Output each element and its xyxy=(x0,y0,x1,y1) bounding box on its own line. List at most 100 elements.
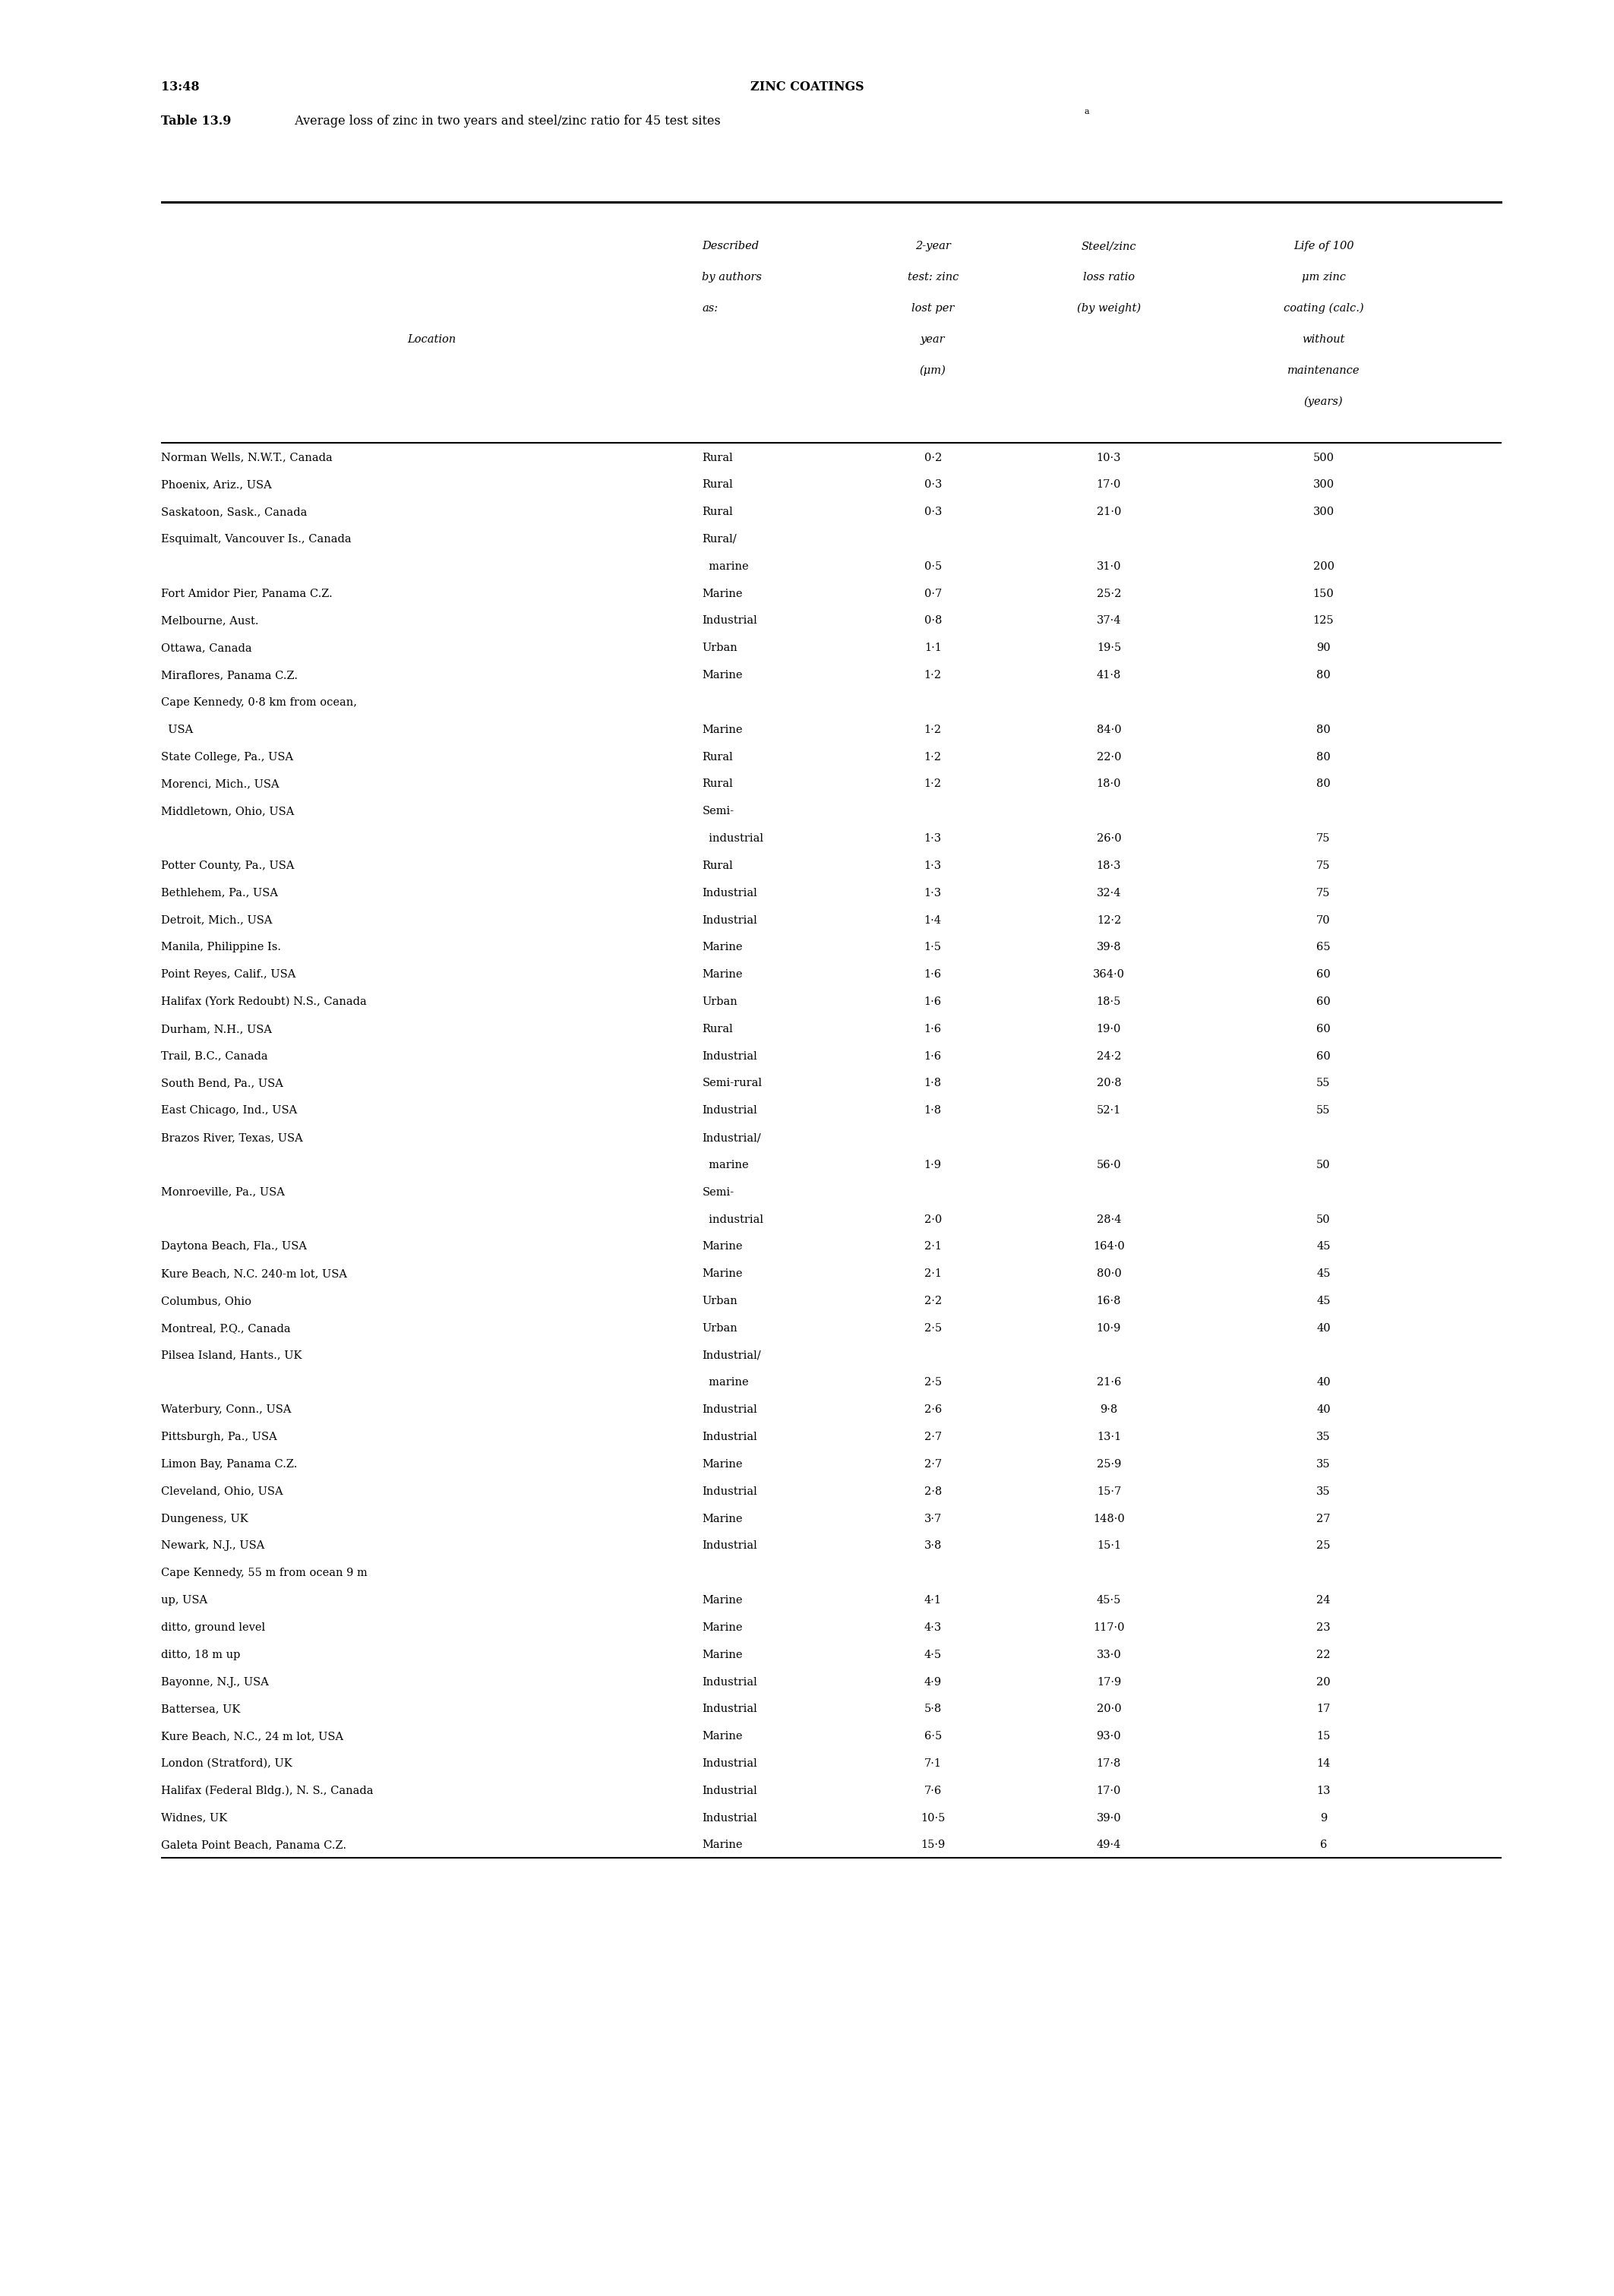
Text: 93·0: 93·0 xyxy=(1096,1731,1122,1743)
Text: coating (calc.): coating (calc.) xyxy=(1283,303,1364,315)
Text: 5·8: 5·8 xyxy=(925,1704,941,1715)
Text: μm zinc: μm zinc xyxy=(1301,271,1346,282)
Text: 1·3: 1·3 xyxy=(925,861,941,870)
Text: 17·8: 17·8 xyxy=(1096,1759,1122,1768)
Text: 10·9: 10·9 xyxy=(1096,1322,1122,1334)
Text: 20·8: 20·8 xyxy=(1096,1079,1122,1088)
Text: 56·0: 56·0 xyxy=(1096,1159,1122,1171)
Text: 22: 22 xyxy=(1317,1649,1330,1660)
Text: 12·2: 12·2 xyxy=(1096,914,1122,925)
Text: Rural: Rural xyxy=(702,480,733,489)
Text: USA: USA xyxy=(161,726,194,735)
Text: 200: 200 xyxy=(1312,560,1335,572)
Text: Rural: Rural xyxy=(702,452,733,464)
Text: 148·0: 148·0 xyxy=(1093,1513,1125,1525)
Text: 25·2: 25·2 xyxy=(1096,588,1122,599)
Text: Pilsea Island, Hants., UK: Pilsea Island, Hants., UK xyxy=(161,1350,302,1362)
Text: 4·5: 4·5 xyxy=(925,1649,941,1660)
Text: 80: 80 xyxy=(1317,751,1330,762)
Text: 2·2: 2·2 xyxy=(925,1295,941,1306)
Text: Marine: Marine xyxy=(702,1242,742,1251)
Text: 1·2: 1·2 xyxy=(925,726,941,735)
Text: 2·8: 2·8 xyxy=(925,1486,941,1497)
Text: industrial: industrial xyxy=(702,833,763,845)
Text: Industrial: Industrial xyxy=(702,1786,757,1795)
Text: Middletown, Ohio, USA: Middletown, Ohio, USA xyxy=(161,806,295,817)
Text: Steel/zinc: Steel/zinc xyxy=(1081,241,1136,253)
Text: Esquimalt, Vancouver Is., Canada: Esquimalt, Vancouver Is., Canada xyxy=(161,535,352,544)
Text: Marine: Marine xyxy=(702,1596,742,1605)
Text: 16·8: 16·8 xyxy=(1096,1295,1122,1306)
Text: 3·8: 3·8 xyxy=(923,1541,943,1552)
Text: 13·1: 13·1 xyxy=(1096,1433,1122,1442)
Text: Industrial: Industrial xyxy=(702,1486,757,1497)
Text: 39·8: 39·8 xyxy=(1096,941,1122,953)
Text: loss ratio: loss ratio xyxy=(1083,271,1135,282)
Text: 41·8: 41·8 xyxy=(1096,670,1122,680)
Text: Industrial: Industrial xyxy=(702,1104,757,1116)
Text: 0·3: 0·3 xyxy=(923,507,943,517)
Text: 15·1: 15·1 xyxy=(1096,1541,1122,1552)
Text: Urban: Urban xyxy=(702,1295,738,1306)
Text: 125: 125 xyxy=(1314,615,1333,627)
Text: 1·5: 1·5 xyxy=(925,941,941,953)
Text: Marine: Marine xyxy=(702,726,742,735)
Text: 7·6: 7·6 xyxy=(925,1786,941,1795)
Text: Galeta Point Beach, Panama C.Z.: Galeta Point Beach, Panama C.Z. xyxy=(161,1839,347,1851)
Text: 23: 23 xyxy=(1317,1623,1330,1632)
Text: Brazos River, Texas, USA: Brazos River, Texas, USA xyxy=(161,1132,303,1143)
Text: Industrial: Industrial xyxy=(702,1759,757,1768)
Text: Industrial: Industrial xyxy=(702,914,757,925)
Text: Morenci, Mich., USA: Morenci, Mich., USA xyxy=(161,778,279,790)
Text: Bethlehem, Pa., USA: Bethlehem, Pa., USA xyxy=(161,889,278,898)
Text: Newark, N.J., USA: Newark, N.J., USA xyxy=(161,1541,265,1552)
Text: 27: 27 xyxy=(1317,1513,1330,1525)
Text: Marine: Marine xyxy=(702,1731,742,1743)
Text: 7·1: 7·1 xyxy=(925,1759,941,1768)
Text: 17·9: 17·9 xyxy=(1096,1676,1122,1688)
Text: 1·2: 1·2 xyxy=(925,751,941,762)
Text: 20·0: 20·0 xyxy=(1096,1704,1122,1715)
Text: 1·2: 1·2 xyxy=(925,778,941,790)
Text: 45: 45 xyxy=(1317,1242,1330,1251)
Text: 1·1: 1·1 xyxy=(925,643,941,654)
Text: Potter County, Pa., USA: Potter County, Pa., USA xyxy=(161,861,295,870)
Text: Marine: Marine xyxy=(702,1623,742,1632)
Text: Rural/: Rural/ xyxy=(702,535,736,544)
Text: Fort Amidor Pier, Panama C.Z.: Fort Amidor Pier, Panama C.Z. xyxy=(161,588,332,599)
Text: 2·5: 2·5 xyxy=(925,1322,941,1334)
Text: Life of 100: Life of 100 xyxy=(1293,241,1354,253)
Text: 4·3: 4·3 xyxy=(925,1623,941,1632)
Text: a: a xyxy=(1085,108,1089,115)
Text: as:: as: xyxy=(702,303,718,315)
Text: Semi-: Semi- xyxy=(702,806,734,817)
Text: Marine: Marine xyxy=(702,1839,742,1851)
Text: State College, Pa., USA: State College, Pa., USA xyxy=(161,751,294,762)
Text: 14: 14 xyxy=(1317,1759,1330,1768)
Text: 49·4: 49·4 xyxy=(1096,1839,1122,1851)
Text: 75: 75 xyxy=(1317,889,1330,898)
Text: 2·6: 2·6 xyxy=(925,1405,941,1414)
Text: 1·2: 1·2 xyxy=(925,670,941,680)
Text: Battersea, UK: Battersea, UK xyxy=(161,1704,240,1715)
Text: maintenance: maintenance xyxy=(1288,365,1359,377)
Text: 15·7: 15·7 xyxy=(1096,1486,1122,1497)
Text: 84·0: 84·0 xyxy=(1096,726,1122,735)
Text: industrial: industrial xyxy=(702,1215,763,1224)
Text: 50: 50 xyxy=(1317,1215,1330,1224)
Text: Melbourne, Aust.: Melbourne, Aust. xyxy=(161,615,258,627)
Text: Monroeville, Pa., USA: Monroeville, Pa., USA xyxy=(161,1187,286,1199)
Text: ZINC COATINGS: ZINC COATINGS xyxy=(751,80,863,94)
Text: Manila, Philippine Is.: Manila, Philippine Is. xyxy=(161,941,281,953)
Text: 32·4: 32·4 xyxy=(1096,889,1122,898)
Text: 35: 35 xyxy=(1317,1458,1330,1469)
Text: 45·5: 45·5 xyxy=(1096,1596,1122,1605)
Text: Point Reyes, Calif., USA: Point Reyes, Calif., USA xyxy=(161,969,295,980)
Text: by authors: by authors xyxy=(702,271,762,282)
Text: 37·4: 37·4 xyxy=(1096,615,1122,627)
Text: lost per: lost per xyxy=(912,303,954,315)
Text: Cape Kennedy, 55 m from ocean 9 m: Cape Kennedy, 55 m from ocean 9 m xyxy=(161,1568,368,1577)
Text: Halifax (York Redoubt) N.S., Canada: Halifax (York Redoubt) N.S., Canada xyxy=(161,996,366,1008)
Text: 21·0: 21·0 xyxy=(1096,507,1122,517)
Text: 25: 25 xyxy=(1317,1541,1330,1552)
